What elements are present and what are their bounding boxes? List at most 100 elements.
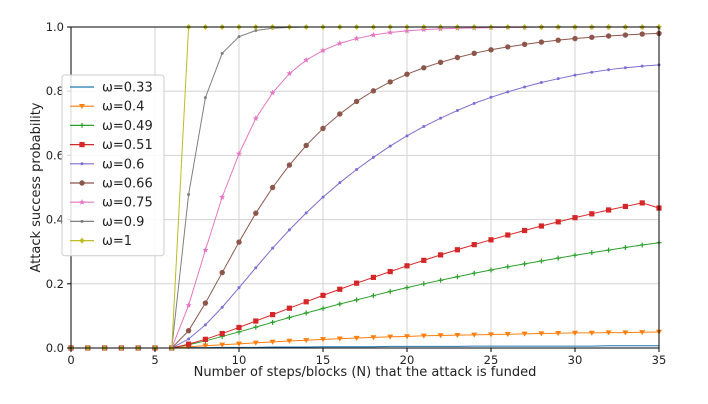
data-point (505, 44, 511, 50)
data-point (488, 332, 494, 338)
data-point (471, 332, 478, 338)
legend-label: ω=0.33 (102, 81, 153, 96)
data-point (404, 334, 410, 340)
y-tick-label: 0.0 (46, 341, 64, 355)
data-point (605, 33, 612, 39)
data-point (589, 250, 595, 256)
data-point (421, 257, 427, 263)
y-tick-label: 0.2 (46, 277, 64, 291)
data-point (505, 264, 511, 270)
data-point (572, 330, 578, 336)
data-point (237, 286, 241, 290)
data-point (370, 31, 377, 38)
data-point (489, 95, 493, 99)
legend-label: ω=0.66 (102, 177, 153, 192)
data-point (270, 312, 276, 318)
legend-item: ω=0.51 (70, 138, 153, 153)
data-point (572, 215, 578, 221)
data-point (203, 96, 207, 100)
data-point (488, 47, 494, 53)
data-point (202, 246, 209, 253)
data-point (203, 323, 207, 327)
data-point (622, 245, 628, 251)
data-point (319, 47, 327, 54)
data-point (454, 332, 461, 338)
data-point (588, 330, 595, 336)
data-point (219, 193, 226, 200)
data-point (471, 50, 477, 57)
data-point (555, 219, 561, 225)
data-point (269, 339, 276, 345)
data-point (336, 40, 343, 46)
data-point (286, 305, 292, 311)
legend-item: ω=1 (70, 234, 132, 249)
data-point (538, 258, 544, 264)
data-point (438, 252, 444, 258)
legend-item: ω=0.9 (70, 215, 144, 230)
data-point (505, 232, 511, 238)
data-point (353, 335, 360, 341)
data-point (454, 247, 460, 253)
data-point (607, 68, 611, 72)
x-tick-label: 35 (652, 353, 667, 367)
data-point (555, 37, 561, 43)
data-point (338, 181, 342, 185)
data-point (421, 281, 427, 287)
data-point (555, 255, 561, 261)
data-point (187, 193, 191, 197)
x-tick-label: 25 (484, 353, 499, 367)
legend-label: ω=1 (102, 234, 132, 249)
data-point (472, 101, 476, 105)
legend: ω=0.33 ω=0.4 ω=0.49 ω=0.51 ω=0.6 ω=0.66 ω=0.75… (61, 74, 165, 257)
data-point (623, 66, 627, 70)
data-point (236, 341, 242, 347)
data-point (538, 331, 545, 337)
data-point (202, 343, 209, 349)
data-point (185, 302, 192, 308)
data-point (236, 239, 242, 245)
data-point (187, 337, 191, 341)
data-point (454, 274, 460, 280)
data-point (420, 333, 427, 339)
data-point (220, 305, 224, 309)
data-point (438, 277, 444, 283)
legend-swatch-marker (79, 180, 85, 186)
data-point (286, 70, 293, 77)
legend-label: ω=0.51 (102, 138, 153, 153)
data-point (421, 65, 427, 71)
data-point (321, 195, 325, 199)
data-point (337, 301, 343, 307)
data-point (471, 242, 477, 248)
data-point (388, 144, 392, 148)
data-point (622, 32, 629, 38)
data-point (640, 64, 644, 68)
legend-swatch-marker (80, 162, 84, 166)
data-point (538, 223, 544, 229)
legend-item: ω=0.33 (70, 81, 153, 96)
data-point (404, 71, 410, 77)
data-point (606, 207, 612, 213)
data-point (355, 168, 359, 172)
y-tick-label: 0.8 (46, 84, 64, 98)
data-point (506, 90, 510, 94)
data-point (439, 116, 443, 120)
data-point (269, 184, 276, 191)
data-point (303, 310, 309, 316)
data-point (303, 142, 309, 149)
data-point (403, 27, 411, 34)
data-point (589, 211, 595, 217)
data-point (522, 261, 528, 267)
data-point (639, 330, 646, 336)
data-point (253, 324, 259, 330)
legend-item: ω=0.6 (70, 157, 144, 172)
data-point (387, 79, 393, 85)
legend-item: ω=0.66 (70, 177, 153, 192)
data-point (387, 29, 394, 36)
legend-label: ω=0.9 (102, 215, 144, 230)
data-point (336, 336, 343, 342)
y-tick-label: 0.6 (46, 148, 64, 162)
data-point (286, 162, 293, 168)
data-point (370, 88, 377, 94)
data-point (371, 155, 375, 159)
